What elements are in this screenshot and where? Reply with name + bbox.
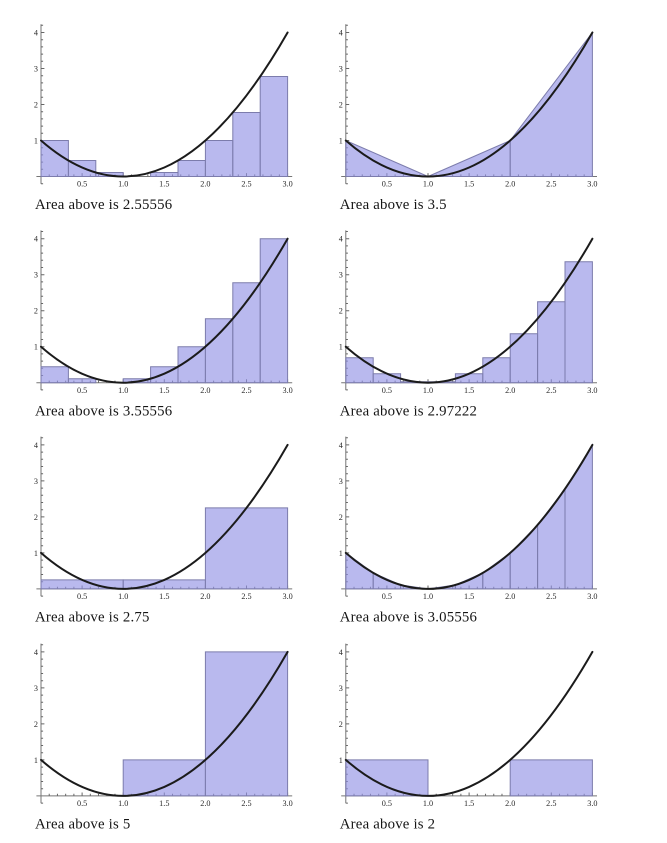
svg-text:3.0: 3.0 <box>282 386 292 395</box>
svg-text:2.0: 2.0 <box>200 592 210 601</box>
svg-text:2: 2 <box>34 720 38 729</box>
svg-text:4: 4 <box>339 28 343 37</box>
svg-text:3: 3 <box>339 477 343 486</box>
svg-text:4: 4 <box>339 648 343 657</box>
svg-text:1.0: 1.0 <box>423 180 433 189</box>
svg-text:1.0: 1.0 <box>118 180 128 189</box>
svg-text:2.5: 2.5 <box>241 386 251 395</box>
svg-text:4: 4 <box>34 235 38 244</box>
svg-text:2.5: 2.5 <box>241 799 251 808</box>
svg-text:Area above is 2.75: Area above is 2.75 <box>35 610 150 626</box>
svg-text:1: 1 <box>339 136 343 145</box>
svg-text:2.0: 2.0 <box>505 799 515 808</box>
svg-text:1: 1 <box>339 756 343 765</box>
svg-text:0.5: 0.5 <box>77 799 87 808</box>
svg-text:3: 3 <box>339 684 343 693</box>
svg-text:0.5: 0.5 <box>77 592 87 601</box>
svg-text:2.0: 2.0 <box>200 799 210 808</box>
svg-text:2.0: 2.0 <box>200 180 210 189</box>
svg-text:2: 2 <box>34 307 38 316</box>
svg-text:1: 1 <box>339 343 343 352</box>
svg-text:2.5: 2.5 <box>241 180 251 189</box>
svg-text:4: 4 <box>339 441 343 450</box>
svg-text:1.0: 1.0 <box>118 386 128 395</box>
svg-text:1: 1 <box>34 549 38 558</box>
svg-text:1.5: 1.5 <box>464 592 474 601</box>
svg-text:1.0: 1.0 <box>118 592 128 601</box>
svg-text:2: 2 <box>339 720 343 729</box>
svg-text:1: 1 <box>34 343 38 352</box>
svg-text:Area above is 2.55556: Area above is 2.55556 <box>35 197 172 213</box>
svg-text:3: 3 <box>34 64 38 73</box>
svg-text:Area above is 2: Area above is 2 <box>340 817 435 833</box>
svg-text:3: 3 <box>34 684 38 693</box>
svg-text:0.5: 0.5 <box>77 180 87 189</box>
svg-text:1: 1 <box>34 136 38 145</box>
svg-text:3.0: 3.0 <box>282 592 292 601</box>
svg-text:0.5: 0.5 <box>382 386 392 395</box>
svg-text:3.0: 3.0 <box>587 386 597 395</box>
svg-text:2: 2 <box>339 513 343 522</box>
svg-text:1.0: 1.0 <box>423 592 433 601</box>
svg-text:4: 4 <box>34 441 38 450</box>
svg-text:1.0: 1.0 <box>118 799 128 808</box>
svg-text:4: 4 <box>339 235 343 244</box>
svg-text:3.0: 3.0 <box>587 592 597 601</box>
svg-text:Area above is 3.05556: Area above is 3.05556 <box>340 610 477 626</box>
svg-text:1.0: 1.0 <box>423 386 433 395</box>
svg-text:3: 3 <box>34 271 38 280</box>
svg-text:Area above is 5: Area above is 5 <box>35 817 130 833</box>
svg-text:3.0: 3.0 <box>587 799 597 808</box>
svg-text:4: 4 <box>34 648 38 657</box>
svg-text:0.5: 0.5 <box>77 386 87 395</box>
svg-text:2.5: 2.5 <box>546 592 556 601</box>
svg-text:2.0: 2.0 <box>505 386 515 395</box>
svg-text:3: 3 <box>339 64 343 73</box>
svg-text:1.5: 1.5 <box>464 180 474 189</box>
svg-text:2: 2 <box>339 307 343 316</box>
svg-text:Area above is 3.55556: Area above is 3.55556 <box>35 403 172 419</box>
svg-text:1: 1 <box>339 549 343 558</box>
svg-text:Area above is 2.97222: Area above is 2.97222 <box>340 403 477 419</box>
svg-text:3.0: 3.0 <box>587 180 597 189</box>
svg-text:4: 4 <box>34 28 38 37</box>
svg-text:1.5: 1.5 <box>159 592 169 601</box>
svg-text:1.0: 1.0 <box>423 799 433 808</box>
svg-text:1.5: 1.5 <box>464 386 474 395</box>
svg-text:0.5: 0.5 <box>382 592 392 601</box>
svg-text:1.5: 1.5 <box>464 799 474 808</box>
svg-text:0.5: 0.5 <box>382 180 392 189</box>
svg-text:2: 2 <box>34 513 38 522</box>
svg-text:Area above is 3.5: Area above is 3.5 <box>340 197 447 213</box>
svg-text:1: 1 <box>34 756 38 765</box>
svg-text:1.5: 1.5 <box>159 386 169 395</box>
svg-text:3: 3 <box>34 477 38 486</box>
svg-text:2.5: 2.5 <box>241 592 251 601</box>
svg-text:3.0: 3.0 <box>282 799 292 808</box>
svg-text:3: 3 <box>339 271 343 280</box>
svg-text:1.5: 1.5 <box>159 799 169 808</box>
svg-text:2.0: 2.0 <box>505 180 515 189</box>
svg-text:0.5: 0.5 <box>382 799 392 808</box>
svg-text:2.5: 2.5 <box>546 799 556 808</box>
svg-text:2: 2 <box>34 100 38 109</box>
svg-text:2.0: 2.0 <box>505 592 515 601</box>
svg-text:2.0: 2.0 <box>200 386 210 395</box>
svg-text:2: 2 <box>339 100 343 109</box>
svg-text:2.5: 2.5 <box>546 386 556 395</box>
svg-text:1.5: 1.5 <box>159 180 169 189</box>
svg-text:3.0: 3.0 <box>282 180 292 189</box>
svg-text:2.5: 2.5 <box>546 180 556 189</box>
